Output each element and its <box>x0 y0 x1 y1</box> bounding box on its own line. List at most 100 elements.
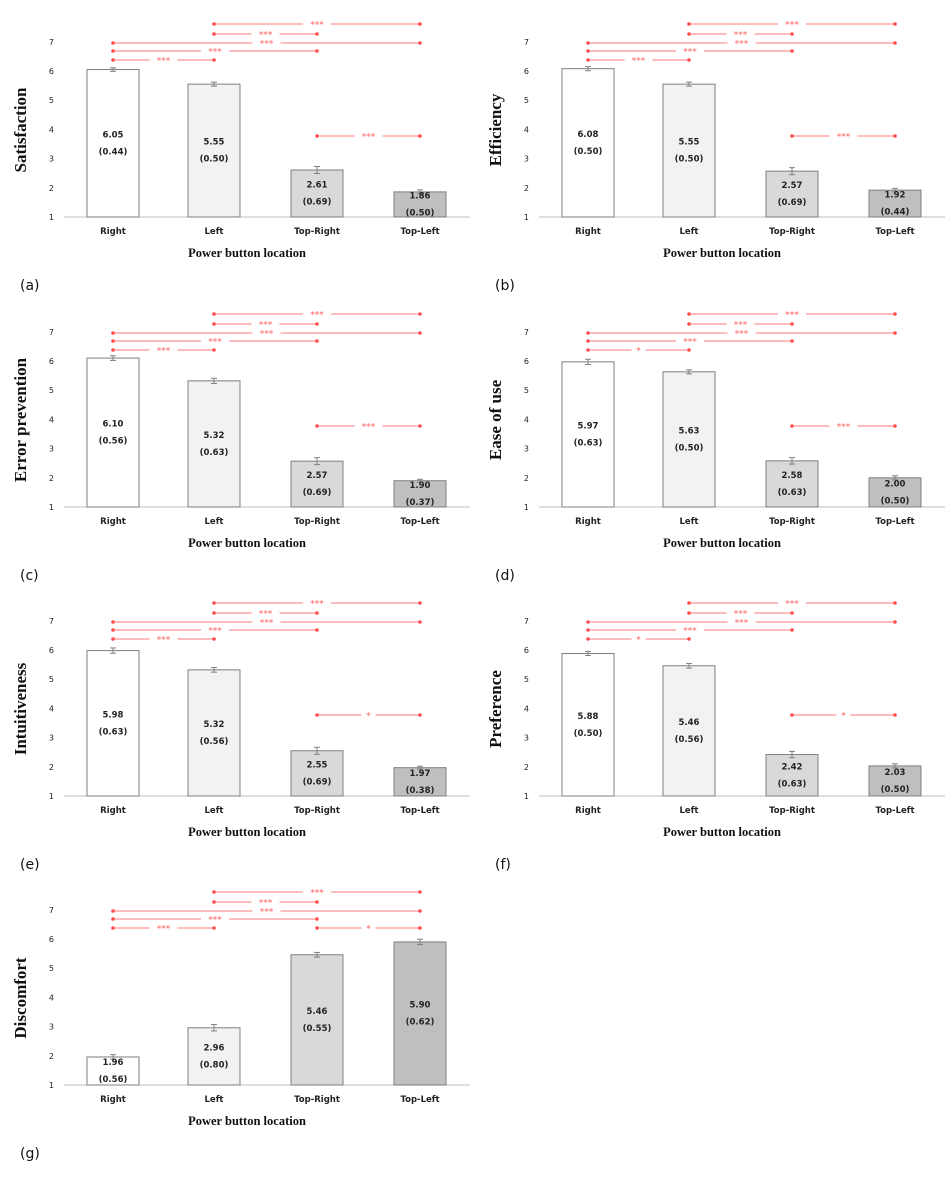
significance-label: *** <box>259 899 273 909</box>
bar-value-label: 5.97 <box>578 421 599 431</box>
significance-endpoint <box>315 917 319 921</box>
bar-sd-label: (0.63) <box>574 438 603 448</box>
x-tick-label: Right <box>100 806 126 816</box>
significance-endpoint <box>111 58 115 62</box>
bar-value-label: 1.90 <box>410 481 431 491</box>
y-tick-label: 6 <box>49 357 54 366</box>
y-tick-label: 7 <box>49 617 54 626</box>
significance-endpoint <box>418 620 422 624</box>
bar-value-label: 5.90 <box>410 1000 431 1010</box>
x-tick-label: Right <box>575 517 601 527</box>
bar-sd-label: (0.50) <box>574 147 603 157</box>
y-tick-label: 5 <box>49 675 54 684</box>
bar-value-label: 5.55 <box>679 138 700 148</box>
y-axis-title: Discomfort <box>11 957 30 1039</box>
y-tick-label: 4 <box>524 125 529 134</box>
x-tick-label: Top-Left <box>400 1095 439 1105</box>
significance-endpoint <box>586 41 590 45</box>
y-tick-label: 4 <box>524 415 529 424</box>
significance-endpoint <box>111 348 115 352</box>
bar-sd-label: (0.56) <box>200 737 229 747</box>
significance-label: *** <box>310 889 324 899</box>
significance-endpoint <box>586 628 590 632</box>
bar-value-label: 6.10 <box>103 420 124 430</box>
bar-top-left <box>868 189 922 218</box>
significance-endpoint <box>212 22 216 26</box>
chart-panel-f: 1 2 3 4 5 6 7 5.88 (0.50) Right 5.46 (0.56) Left 2.42… <box>486 600 945 873</box>
bar-top-right <box>765 170 819 218</box>
y-axis-title: Satisfaction <box>11 87 30 173</box>
significance-label: *** <box>208 338 222 348</box>
significance-label: *** <box>208 916 222 926</box>
significance-endpoint <box>315 900 319 904</box>
x-tick-label: Right <box>100 517 126 527</box>
bar-value-label: 2.58 <box>782 471 803 481</box>
x-axis-title: Power button location <box>188 536 306 550</box>
bar-right <box>561 653 615 797</box>
significance-endpoint <box>687 348 691 352</box>
significance-endpoint <box>111 926 115 930</box>
x-tick-label: Top-Right <box>294 806 340 816</box>
x-axis-title: Power button location <box>188 246 306 260</box>
significance-endpoint <box>212 900 216 904</box>
bar-value-label: 5.63 <box>679 426 700 436</box>
significance-endpoint <box>315 49 319 53</box>
bar-top-left <box>393 480 447 508</box>
bar-value-label: 5.32 <box>204 431 225 441</box>
significance-endpoint <box>687 312 691 316</box>
bar-value-label: 2.61 <box>307 180 328 190</box>
x-tick-label: Left <box>205 806 224 816</box>
significance-endpoint <box>418 909 422 913</box>
y-tick-label: 1 <box>49 1081 54 1090</box>
significance-label: *** <box>157 636 171 646</box>
bar-top-right <box>290 954 344 1086</box>
bar-sd-label: (0.56) <box>99 1075 128 1085</box>
significance-label: *** <box>208 48 222 58</box>
x-tick-label: Top-Right <box>769 517 815 527</box>
y-tick-label: 5 <box>524 386 529 395</box>
panel-label: (a) <box>20 278 40 294</box>
x-tick-label: Left <box>205 1095 224 1105</box>
bar-right <box>561 68 615 218</box>
bar-right <box>86 650 140 797</box>
significance-endpoint <box>687 22 691 26</box>
x-tick-label: Top-Left <box>875 806 914 816</box>
y-tick-label: 5 <box>49 386 54 395</box>
significance-label: *** <box>310 21 324 31</box>
significance-endpoint <box>586 339 590 343</box>
significance-endpoint <box>687 611 691 615</box>
x-tick-label: Left <box>205 517 224 527</box>
significance-endpoint <box>687 32 691 36</box>
y-tick-label: 7 <box>524 38 529 47</box>
significance-endpoint <box>790 713 794 717</box>
bar-value-label: 5.46 <box>307 1007 328 1017</box>
panel-label: (d) <box>495 568 515 584</box>
y-tick-label: 7 <box>524 617 529 626</box>
bar-top-left <box>868 765 922 797</box>
bar-value-label: 5.88 <box>578 712 599 722</box>
x-axis-title: Power button location <box>663 536 781 550</box>
significance-endpoint <box>790 628 794 632</box>
bar-top-left <box>393 941 447 1086</box>
y-tick-label: 7 <box>49 328 54 337</box>
bar-sd-label: (0.50) <box>406 208 435 218</box>
significance-endpoint <box>790 424 794 428</box>
bar-value-label: 6.08 <box>578 130 599 140</box>
significance-endpoint <box>687 58 691 62</box>
x-tick-label: Top-Right <box>294 517 340 527</box>
bar-sd-label: (0.50) <box>881 785 910 795</box>
significance-endpoint <box>212 890 216 894</box>
bar-sd-label: (0.62) <box>406 1017 435 1027</box>
significance-label: *** <box>734 31 748 41</box>
significance-endpoint <box>315 32 319 36</box>
significance-endpoint <box>418 713 422 717</box>
y-tick-label: 7 <box>524 328 529 337</box>
significance-endpoint <box>315 424 319 428</box>
significance-endpoint <box>790 134 794 138</box>
chart-panel-d: 1 2 3 4 5 6 7 5.97 (0.63) Right 5.63 (0.50) Left 2.58… <box>486 311 945 584</box>
bar-sd-label: (0.50) <box>574 729 603 739</box>
x-tick-label: Right <box>575 227 601 237</box>
significance-label: * <box>636 636 641 646</box>
significance-endpoint <box>111 49 115 53</box>
